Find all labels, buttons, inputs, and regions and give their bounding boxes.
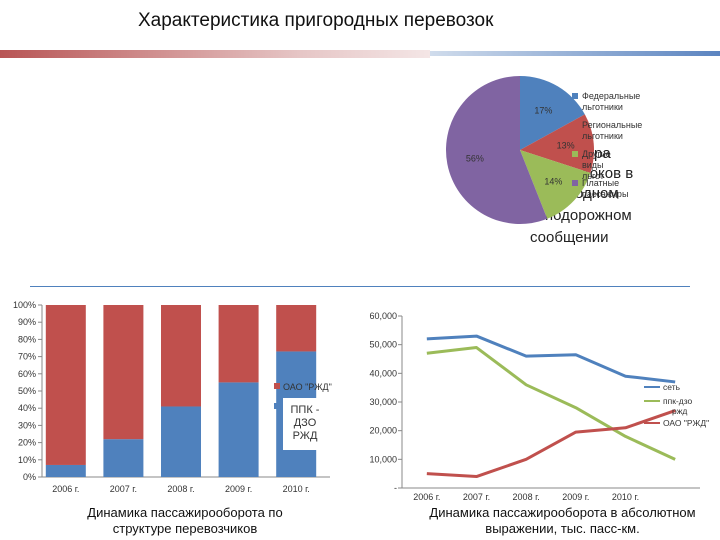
bar-x-tick-label: 2010 г. — [283, 484, 310, 494]
legend-swatch — [572, 93, 578, 99]
bar-segment — [218, 382, 259, 477]
line-chart: - 10,000 20,000 30,000 40,000 50,000 60,000 200… — [369, 311, 709, 502]
line-x-tick-label: 2009 г. — [562, 492, 589, 502]
bg-text-line-4: подорожном — [545, 207, 632, 224]
bar-x-tick-label: 2006 г. — [52, 484, 79, 494]
bar-segment — [103, 305, 144, 440]
line-x-tick-label: 2008 г. — [513, 492, 540, 502]
decoration-red-bar — [0, 50, 430, 58]
title-decoration — [0, 46, 720, 60]
line-y-tick-label: 10,000 — [369, 454, 397, 464]
bar-segment — [45, 464, 86, 477]
bar-segment — [161, 305, 201, 407]
pie-slice — [520, 150, 591, 219]
line-legend-label: ппк-дзо ржд — [663, 396, 693, 416]
bar-x-tick-label: 2007 г. — [110, 484, 137, 494]
decoration-blue-bar — [430, 51, 720, 56]
legend-label: Другие виды льгот — [582, 149, 611, 181]
bar-segment — [161, 406, 201, 477]
bar-legend-swatch — [274, 383, 280, 389]
bar-y-tick-label: 70% — [18, 352, 36, 362]
bar-y-tick-label: 0% — [23, 472, 36, 482]
bg-text-line-3: одном — [575, 185, 619, 202]
pie-value-label: 13% — [557, 141, 575, 151]
line-x-tick-label: 2007 г. — [463, 492, 490, 502]
bar-y-tick-label: 90% — [18, 317, 36, 327]
legend-swatch — [572, 151, 578, 157]
line-x-tick-label: 2006 г. — [413, 492, 440, 502]
bar-legend-swatch — [274, 403, 280, 409]
legend-label: Региональные льготники — [582, 120, 642, 141]
bar-x-tick-label: 2008 г. — [167, 484, 194, 494]
line-y-tick-label: 40,000 — [369, 368, 397, 378]
bar-y-tick-label: 50% — [18, 386, 36, 396]
bar-y-tick-label: 60% — [18, 369, 36, 379]
pie-value-label: 14% — [544, 176, 562, 186]
line-chart-caption: Динамика пассажирооборота в абсолютном в… — [429, 505, 696, 536]
pie-slice — [520, 76, 585, 150]
bar-segment — [45, 305, 86, 465]
bar-segment — [276, 305, 317, 352]
bar-y-tick-label: 80% — [18, 334, 36, 344]
page-title: Характеристика пригородных перевозок — [138, 10, 494, 31]
line-y-tick-label: - — [394, 483, 397, 493]
bar-legend-box — [283, 398, 327, 450]
bar-y-tick-label: 40% — [18, 403, 36, 413]
line-y-tick-label: 30,000 — [369, 397, 397, 407]
line-legend-label: ОАО "РЖД" — [663, 418, 709, 428]
legend-label: Платные пассажиры — [582, 178, 628, 199]
bar-legend-label: ППК -ДЗО РЖД — [291, 404, 320, 442]
bar-x-tick-label: 2009 г. — [225, 484, 252, 494]
bar-legend-label: ОАО "РЖД" — [283, 382, 332, 392]
pie-value-label: 56% — [466, 154, 484, 164]
pie-value-label: 17% — [534, 106, 552, 116]
bg-text-line-1: ра — [594, 145, 611, 162]
pie-chart: 17% 13% 14% 56% — [446, 76, 594, 225]
bar-y-tick-label: 20% — [18, 438, 36, 448]
line-legend-label: сеть — [663, 382, 681, 392]
bar-chart-caption: Динамика пассажирооборота по структуре п… — [87, 505, 283, 536]
legend-swatch — [572, 180, 578, 186]
section-divider — [30, 286, 690, 287]
line-series — [426, 334, 676, 384]
bar-y-tick-label: 10% — [18, 455, 36, 465]
pie-slice — [446, 76, 548, 225]
line-series — [426, 409, 676, 479]
line-series — [426, 346, 676, 461]
bg-text-line-5: сообщении — [530, 229, 609, 246]
bar-y-tick-label: 30% — [18, 420, 36, 430]
legend-swatch — [572, 122, 578, 128]
bar-segment — [103, 439, 144, 477]
legend-label: Федеральные льготники — [582, 91, 640, 112]
bar-y-tick-label: 100% — [13, 300, 36, 310]
pie-legend: Федеральные льготники Региональные льготник… — [572, 91, 642, 199]
bar-segment — [218, 305, 259, 383]
stacked-bar-chart: 0% 10% 20% 30% 40% 50% 60% 70% 80% 90% 100% 2006 г.… — [13, 300, 332, 494]
pie-slice — [520, 114, 594, 173]
line-y-tick-label: 20,000 — [369, 426, 397, 436]
line-y-tick-label: 50,000 — [369, 340, 397, 350]
line-x-tick-label: 2010 г. — [612, 492, 639, 502]
line-y-tick-label: 60,000 — [369, 311, 397, 321]
